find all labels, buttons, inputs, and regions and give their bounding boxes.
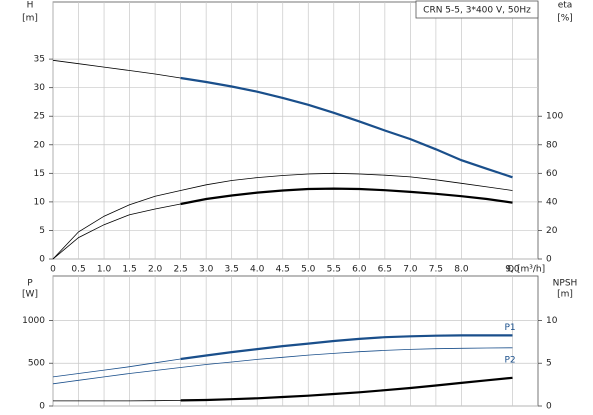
y2-axis-label: NPSH: [553, 279, 578, 289]
curve: [180, 334, 513, 361]
chart-title: CRN 5-5, 3*400 V, 50Hz: [423, 6, 531, 16]
title-box: [415, 0, 539, 19]
y2-axis-unit: [%]: [557, 14, 573, 24]
curve: [52, 172, 513, 260]
y-tick-label: 5: [39, 226, 45, 236]
x-tick-label: 8.0: [454, 265, 469, 275]
y-axis-unit: [m]: [22, 14, 38, 24]
y-tick-label: 20: [34, 140, 46, 150]
y-tick-label: 25: [34, 112, 45, 122]
y-axis-unit: [W]: [22, 290, 38, 300]
curve: [52, 347, 513, 385]
y-tick-label: 35: [34, 55, 45, 65]
curve: [53, 400, 181, 402]
y2-tick-label: 40: [546, 197, 558, 207]
curve-label: P1: [504, 323, 515, 333]
y-tick-label: 0: [39, 255, 45, 265]
curve: [52, 203, 181, 260]
plot-area: [52, 275, 539, 407]
y2-tick-label: 100: [546, 112, 563, 122]
x-tick-label: 0.5: [71, 265, 85, 275]
x-tick-label: 3.0: [199, 265, 214, 275]
y2-tick-label: 10: [546, 316, 558, 326]
x-tick-label: 3.5: [225, 265, 239, 275]
x-tick-label: 1.5: [122, 265, 136, 275]
x-tick-label: 2.5: [173, 265, 187, 275]
curve-label: P2: [504, 355, 515, 365]
y2-tick-label: 0: [546, 402, 552, 412]
y2-tick-label: 80: [546, 140, 558, 150]
curve: [52, 358, 181, 378]
y2-axis-label: eta: [558, 1, 573, 11]
x-tick-label: 5.5: [327, 265, 341, 275]
x-tick-label: 0: [50, 265, 56, 275]
curve: [180, 76, 513, 179]
x-tick-label: 6.0: [352, 265, 367, 275]
y-axis-label: H: [27, 1, 34, 11]
plot-area: [52, 1, 539, 260]
x-tick-label: 5.0: [301, 265, 316, 275]
y-tick-label: 30: [34, 83, 46, 93]
y2-axis-unit: [m]: [557, 290, 573, 300]
y-tick-label: 500: [28, 359, 45, 369]
x-tick-label: 1.0: [97, 265, 112, 275]
x-tick-label: 4.0: [250, 265, 265, 275]
y2-tick-label: 60: [546, 169, 558, 179]
x-tick-label: 9.0: [505, 265, 520, 275]
y-axis-label: P: [27, 279, 33, 289]
x-tick-label: 4.5: [276, 265, 290, 275]
y-tick-label: 1000: [22, 316, 45, 326]
y-tick-label: 10: [34, 197, 46, 207]
curve: [180, 187, 513, 206]
curve: [180, 376, 513, 402]
y2-tick-label: 5: [546, 359, 552, 369]
x-tick-label: 6.5: [378, 265, 392, 275]
x-tick-label: 7.0: [403, 265, 418, 275]
curve: [52, 59, 181, 79]
x-axis-label: Q [m³/h]: [507, 265, 545, 275]
y-tick-label: 15: [34, 169, 45, 179]
x-tick-label: 7.5: [429, 265, 443, 275]
y2-tick-label: 0: [546, 255, 552, 265]
y-tick-label: 0: [39, 402, 45, 412]
y2-tick-label: 20: [546, 226, 558, 236]
x-tick-label: 2.0: [148, 265, 163, 275]
